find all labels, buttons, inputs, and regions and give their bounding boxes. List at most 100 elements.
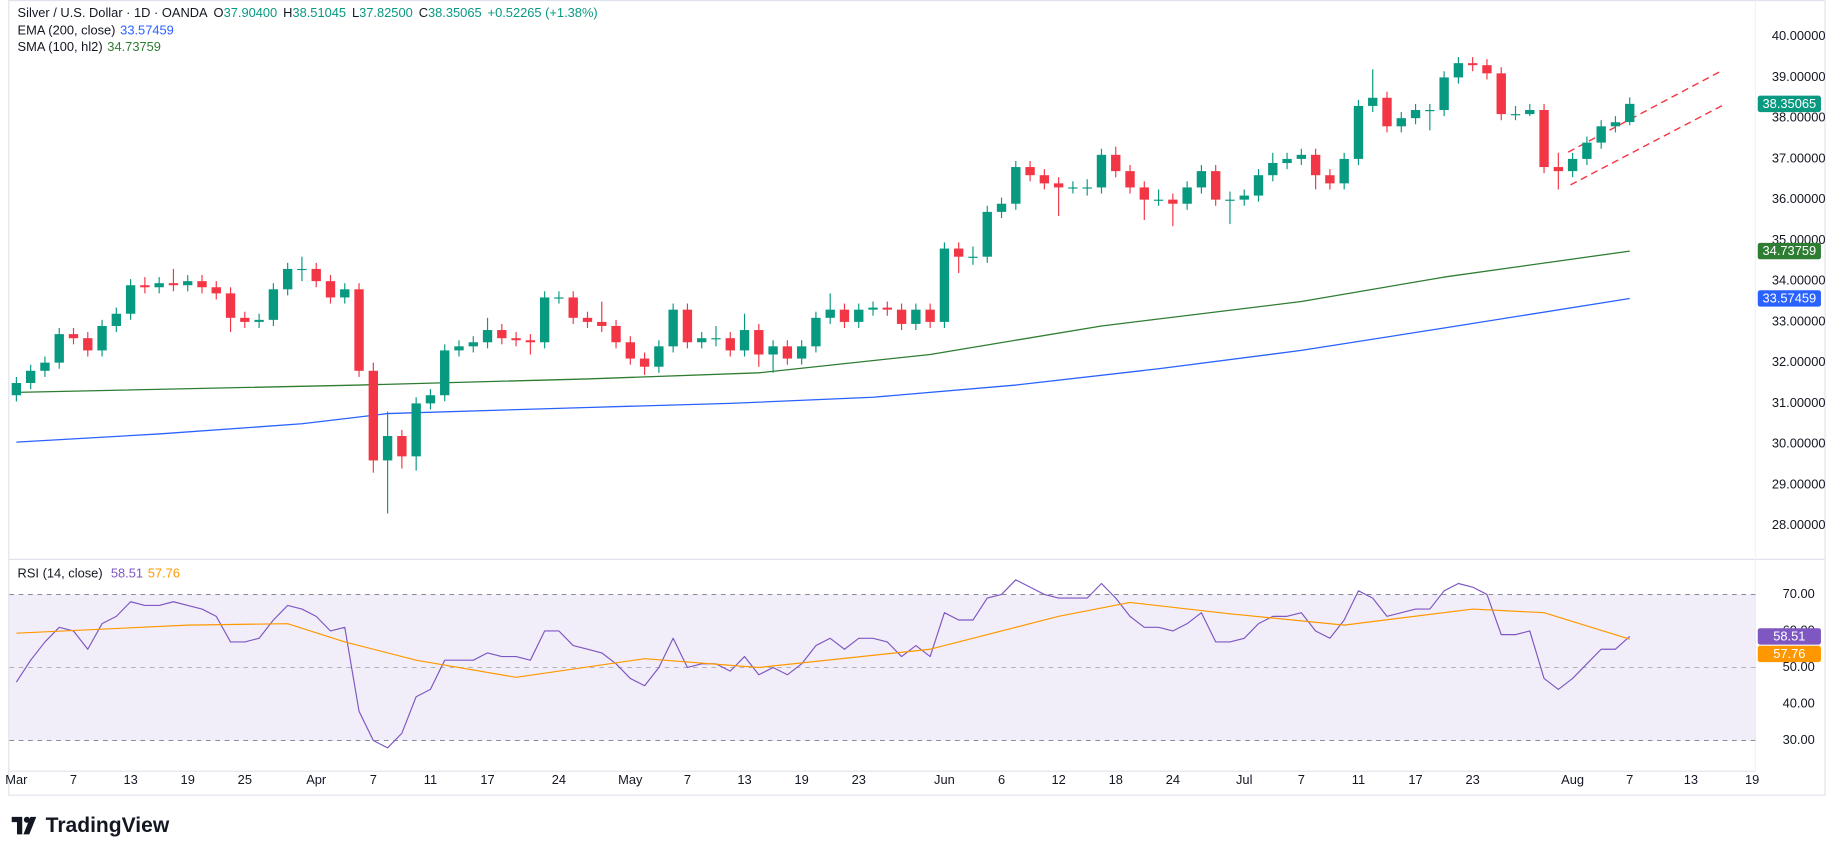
legend-value: 34.73759 xyxy=(107,39,161,54)
candle-body xyxy=(996,203,1007,212)
candle-body xyxy=(1553,167,1564,172)
x-tick-label: 23 xyxy=(1466,772,1480,787)
x-tick-label: 17 xyxy=(480,772,494,787)
candle-body xyxy=(268,289,279,320)
candle-body xyxy=(854,309,864,322)
y-tick-label: 34.00000 xyxy=(1772,273,1826,288)
candle-body xyxy=(568,297,578,318)
candle-body xyxy=(1425,110,1435,112)
candle-body xyxy=(1196,171,1207,188)
candle-body xyxy=(554,297,564,299)
candle-body xyxy=(896,309,907,324)
candle-body xyxy=(711,338,721,340)
candle-body xyxy=(925,309,935,322)
candle-body xyxy=(282,268,293,290)
candle-body xyxy=(25,370,36,384)
x-tick-label: Apr xyxy=(306,772,327,787)
candle-body xyxy=(97,325,107,351)
candle-body xyxy=(168,283,179,286)
x-tick-label: 24 xyxy=(552,772,566,787)
y-tick-label: 32.00000 xyxy=(1772,354,1826,369)
candle-body xyxy=(154,283,164,288)
candle-body xyxy=(597,321,607,326)
channel-upper xyxy=(1567,69,1723,153)
candle-body xyxy=(1296,154,1307,159)
candle-body xyxy=(1225,199,1235,201)
symbol-legend: Silver / U.S. Dollar · 1D · OANDA O37.90… xyxy=(18,5,598,20)
y-tick-label: 36.00000 xyxy=(1772,191,1826,206)
candle-body xyxy=(582,317,593,322)
x-tick-label: 17 xyxy=(1408,772,1422,787)
x-tick-label: 11 xyxy=(1352,772,1365,787)
candle-body xyxy=(697,338,707,343)
channel-lower xyxy=(1570,104,1723,186)
price-badge xyxy=(1757,95,1821,113)
candle-body xyxy=(1053,183,1064,188)
candle-body xyxy=(183,281,193,286)
y-tick-label: 37.00000 xyxy=(1772,150,1826,165)
candle-body xyxy=(354,289,364,371)
x-tick-label: 13 xyxy=(1684,772,1698,787)
candle-body xyxy=(1082,187,1092,189)
candle-body xyxy=(454,346,464,351)
candle-body xyxy=(654,346,664,367)
candle-body xyxy=(1525,110,1535,115)
candle-body xyxy=(1482,65,1492,74)
candle-body xyxy=(40,362,50,371)
series-badge-text: 34.73759 xyxy=(1763,243,1817,258)
legend-name: EMA (200, close) xyxy=(18,23,116,38)
candle-body xyxy=(411,403,421,457)
candle-body xyxy=(882,307,892,310)
logo-mark xyxy=(23,816,37,835)
candle-body xyxy=(340,289,350,298)
x-tick-label: 13 xyxy=(737,772,751,787)
candle-body xyxy=(1453,63,1464,78)
candle-body xyxy=(668,309,678,347)
ohlc-value: 37.82500 xyxy=(359,5,413,20)
series-badge-text: 57.76 xyxy=(1773,646,1805,661)
series-badge-text: 33.57459 xyxy=(1763,290,1817,305)
candle-body xyxy=(440,350,450,396)
logo-mark xyxy=(11,816,23,835)
indicator-line xyxy=(16,297,1630,443)
series-badge xyxy=(1757,628,1821,645)
y-tick-label: 39.00000 xyxy=(1772,69,1826,84)
candle-body xyxy=(1282,158,1292,163)
candle-body xyxy=(425,395,436,404)
candle-body xyxy=(497,330,507,339)
x-tick-label: 19 xyxy=(181,772,195,787)
x-tick-label: Mar xyxy=(5,772,28,787)
x-tick-label: Aug xyxy=(1561,772,1584,787)
legend-entry: SMA (100, hl2) 34.73759 xyxy=(18,39,161,54)
candle-body xyxy=(1596,126,1606,143)
candle-body xyxy=(911,309,921,324)
candle-body xyxy=(611,325,621,343)
x-tick-label: 12 xyxy=(1051,772,1065,787)
price-change: +0.52265 (+1.38%) xyxy=(488,5,598,20)
candle-body xyxy=(968,256,978,258)
candle-body xyxy=(1211,171,1221,200)
candle-body xyxy=(525,340,536,343)
candle-body xyxy=(1153,199,1164,201)
x-tick-label: 7 xyxy=(1626,772,1633,787)
legend-value: 58.51 xyxy=(111,566,143,581)
tradingview-logo: TradingView xyxy=(11,814,170,837)
candle-body xyxy=(682,309,693,343)
ohlc-key: O xyxy=(214,5,224,20)
ohlc-value: 38.35065 xyxy=(428,5,482,20)
rsi-title: RSI (14, close) xyxy=(18,566,103,581)
candle-body xyxy=(1368,97,1378,106)
candle-body xyxy=(1182,187,1192,204)
x-tick-label: 19 xyxy=(1745,772,1759,787)
x-tick-label: 6 xyxy=(998,772,1005,787)
candle-body xyxy=(1353,105,1364,159)
candle-body xyxy=(954,248,964,257)
candle-body xyxy=(11,383,22,396)
y-tick-label: 70.00 xyxy=(1783,586,1815,601)
candle-body xyxy=(482,330,493,343)
candle-body xyxy=(1239,195,1249,200)
y-tick-label: 28.00000 xyxy=(1772,517,1826,532)
candle-body xyxy=(1610,122,1621,127)
candle-body xyxy=(639,358,650,367)
